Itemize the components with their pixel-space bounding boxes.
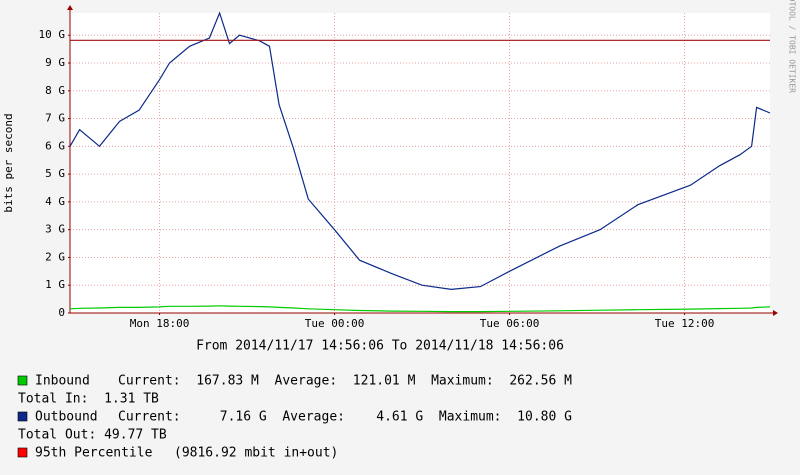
legend-swatch bbox=[17, 411, 28, 422]
legend-total: Total In: 1.31 TB bbox=[18, 392, 159, 407]
legend-stats: Current: 7.16 G Average: 4.61 G Maximum:… bbox=[118, 410, 572, 425]
y-tick-label: 5 G bbox=[45, 167, 65, 180]
series-line bbox=[69, 305, 771, 313]
x-tick-label: Tue 12:00 bbox=[655, 317, 715, 330]
legend-stats: (9816.92 mbit in+out) bbox=[174, 446, 338, 461]
watermark: RRDTOOL / TOBI OETIKER bbox=[788, 0, 797, 93]
period: From 2014/11/17 14:56:06 To 2014/11/18 1… bbox=[196, 339, 564, 354]
legend-label: Outbound bbox=[35, 410, 98, 425]
x-tick-label: Tue 00:00 bbox=[305, 317, 365, 330]
x-tick-label: Tue 06:00 bbox=[480, 317, 540, 330]
y-tick-label: 10 G bbox=[39, 28, 66, 41]
legend-swatch bbox=[17, 375, 28, 386]
y-tick-label: 8 G bbox=[45, 84, 65, 97]
y-tick-label: 6 G bbox=[45, 139, 65, 152]
axis-arrow bbox=[773, 310, 778, 316]
legend-label: Inbound bbox=[35, 374, 90, 389]
legend-total: Total Out: 49.77 TB bbox=[18, 428, 167, 443]
y-tick-label: 4 G bbox=[45, 195, 65, 208]
legend-label: 95th Percentile bbox=[35, 446, 153, 461]
y-tick-label: 7 G bbox=[45, 112, 65, 125]
axis-arrow bbox=[67, 5, 73, 10]
series-line bbox=[69, 11, 771, 291]
legend: Inbound Current: 167.83 M Average: 121.01… bbox=[17, 374, 572, 461]
y-tick-label: 9 G bbox=[45, 56, 65, 69]
y-axis-label: bits per second bbox=[2, 113, 15, 212]
legend-stats: Current: 167.83 M Average: 121.01 M Maxi… bbox=[118, 374, 572, 389]
y-tick-label: 2 G bbox=[45, 250, 65, 263]
y-tick-label: 0 bbox=[58, 306, 65, 319]
x-tick-label: Mon 18:00 bbox=[130, 317, 190, 330]
y-tick-label: 1 G bbox=[45, 278, 65, 291]
y-tick-label: 3 G bbox=[45, 223, 65, 236]
legend-swatch bbox=[17, 447, 28, 458]
plot-area bbox=[70, 13, 770, 313]
